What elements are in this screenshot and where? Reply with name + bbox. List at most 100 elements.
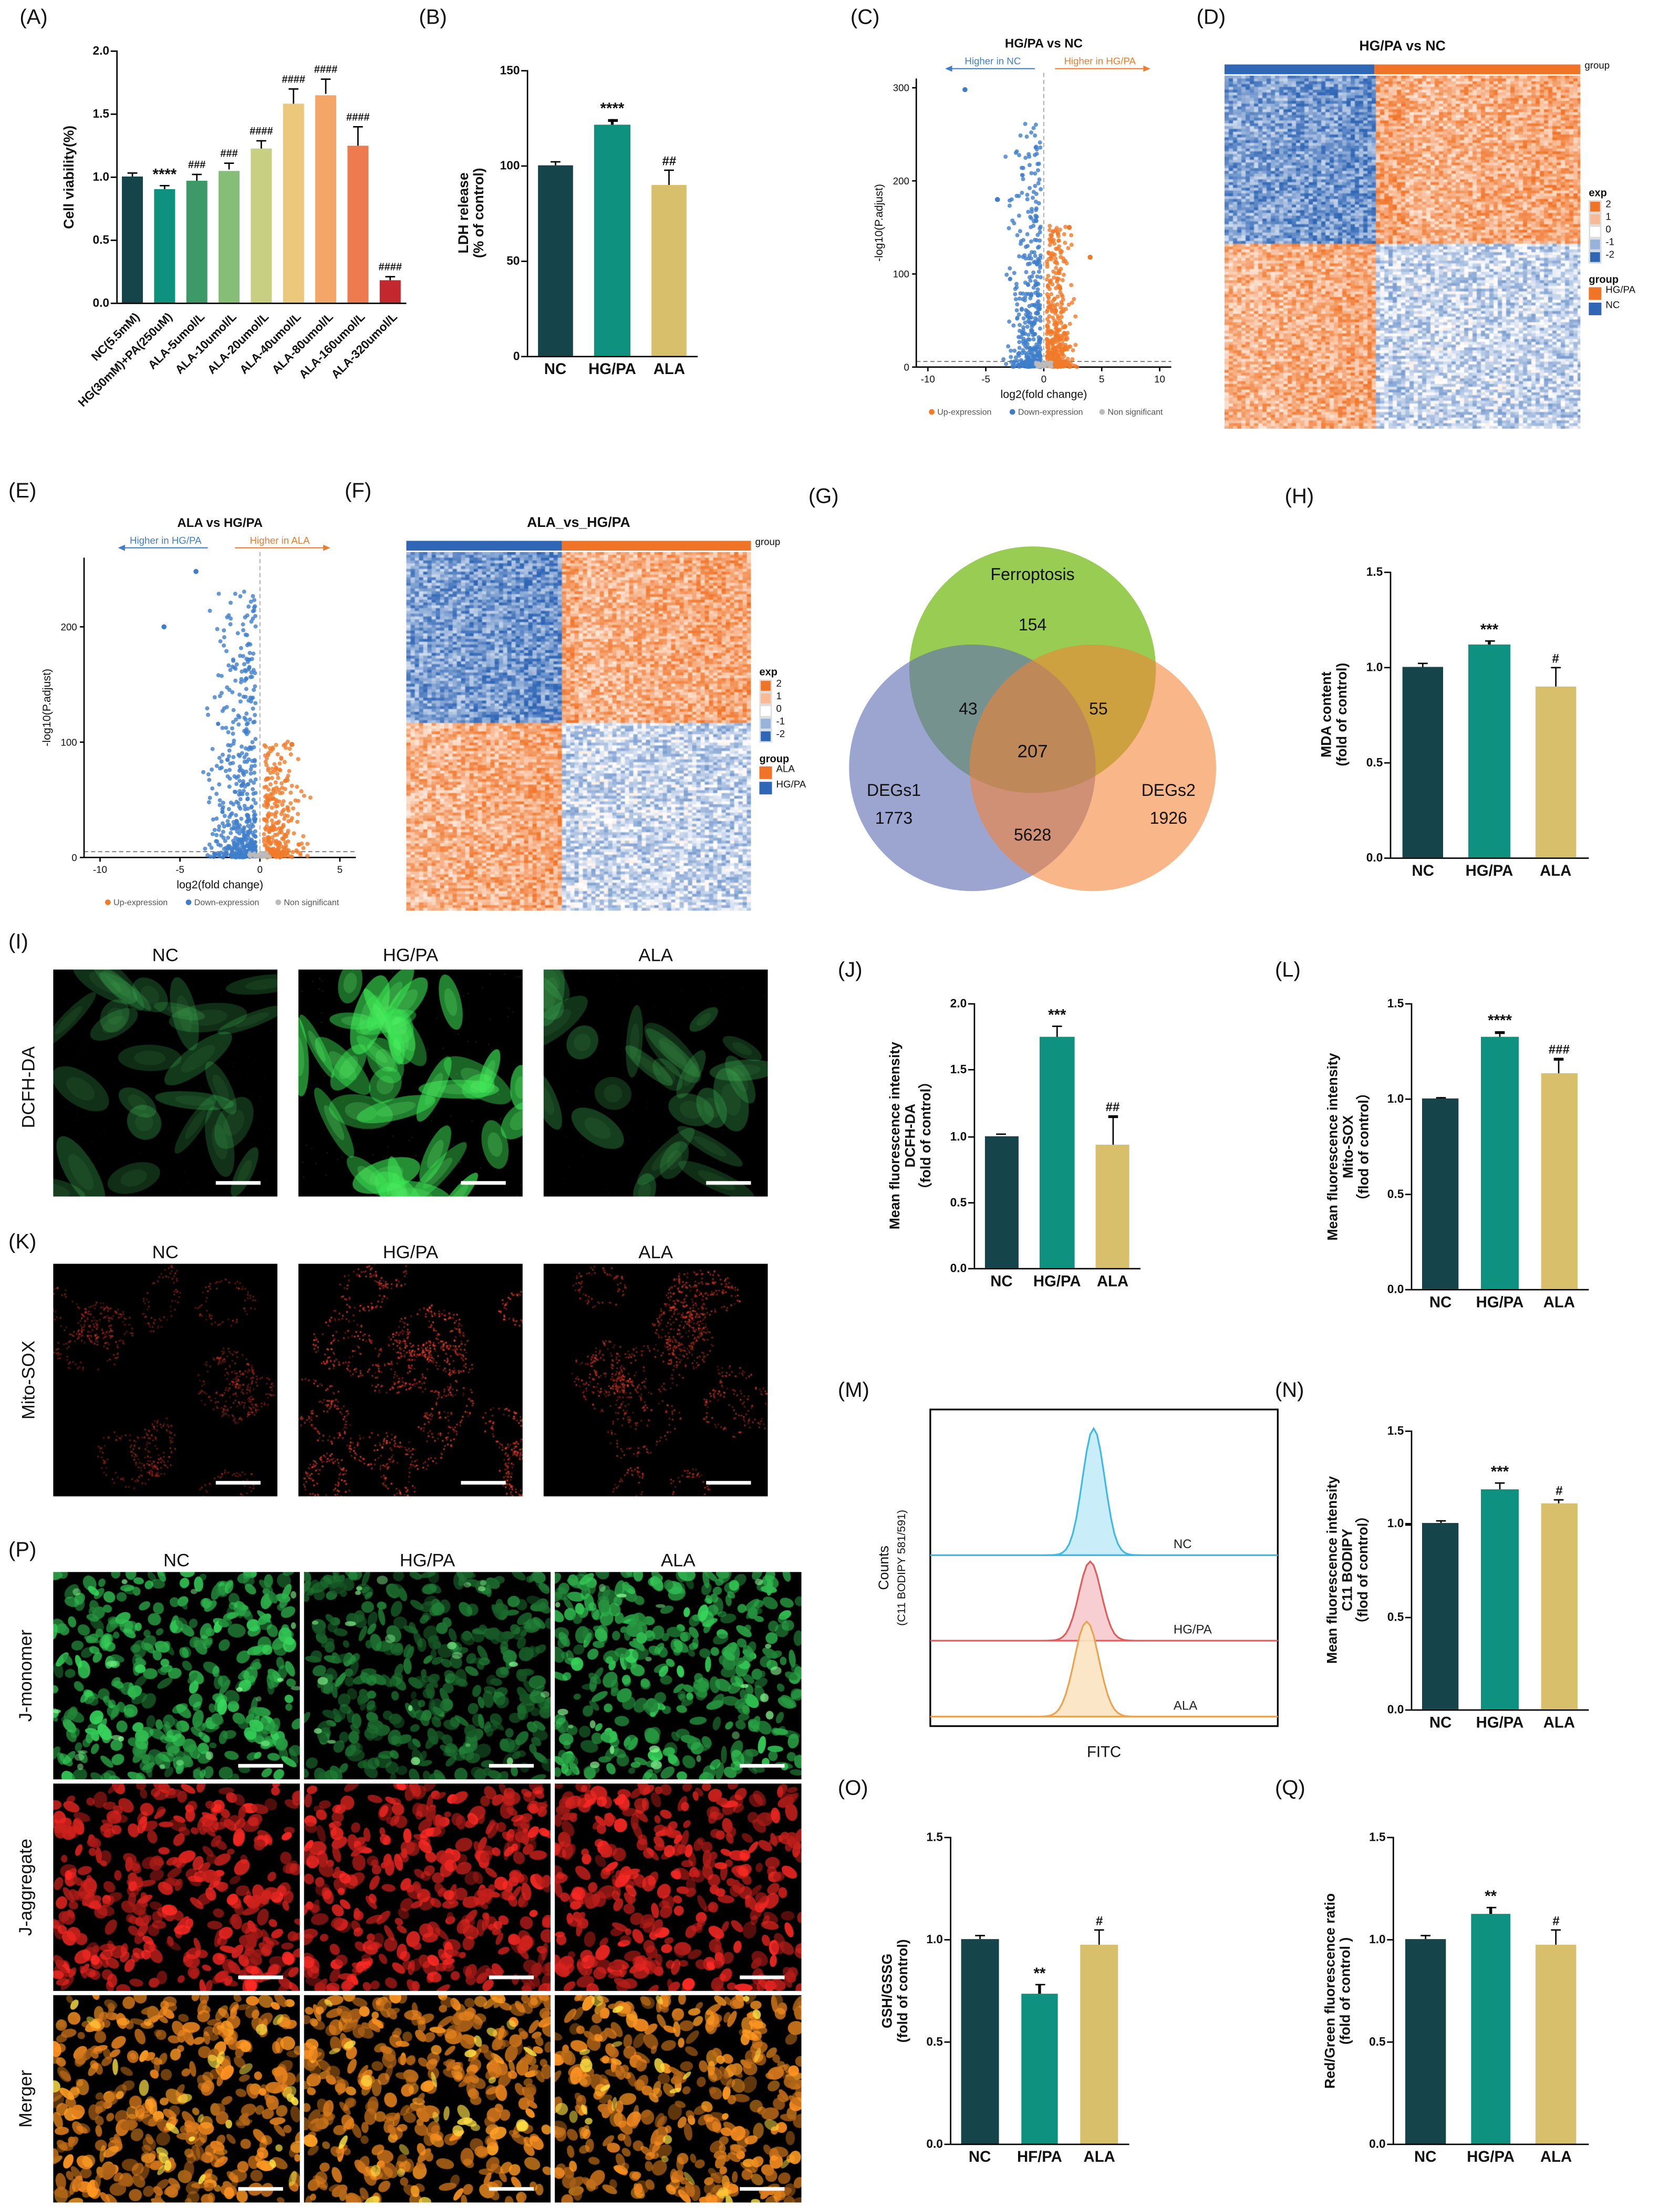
error-bar — [163, 185, 165, 190]
y-tick — [1387, 2143, 1393, 2145]
micrograph-dcfhda-nc — [53, 969, 278, 1197]
svg-text:-log10(P.adjust): -log10(P.adjust) — [873, 184, 885, 262]
legend-group-name: HG/PA — [1605, 286, 1636, 296]
svg-text:100: 100 — [893, 268, 909, 279]
bar — [1540, 1073, 1578, 1289]
micrograph-jmonomer-nc — [53, 1572, 300, 1780]
legend-exp-tick: 0 — [1605, 225, 1611, 236]
y-tick — [521, 261, 527, 263]
y-axis — [1411, 1003, 1413, 1289]
y-tick-label: 1.5 — [1366, 564, 1383, 579]
micrograph-jmonomer-ala — [555, 1572, 802, 1780]
group-annotation-right — [561, 541, 751, 551]
x-axis — [973, 1268, 1140, 1270]
micrograph-merger-ala — [555, 1995, 802, 2203]
y-tick — [944, 2041, 950, 2043]
group-annotation-label: group — [1584, 61, 1610, 72]
y-tick — [944, 2143, 950, 2145]
chart-c11-bodipy-intensity: 0.0 0.5 1.0 1.5 Mean fluorescence intensity C… — [1311, 1408, 1597, 1737]
heatmap-hgpa-vs-nc: HG/PA vs NC group exp 2 1 0 -1 -2 group HG/PA NC — [1224, 34, 1664, 437]
venn-count-ferroptosis: 154 — [1018, 615, 1047, 635]
y-tick — [1384, 667, 1390, 669]
y-tick — [1384, 572, 1390, 574]
svg-text:Higher in HG/PA: Higher in HG/PA — [1064, 56, 1136, 67]
row-label-dcfh-da: DCFH-DA — [17, 1046, 39, 1128]
significance-annotation: ### — [188, 158, 206, 171]
y-axis — [526, 70, 528, 356]
svg-text:ALA vs HG/PA: ALA vs HG/PA — [177, 516, 263, 530]
y-tick — [1384, 857, 1390, 859]
heatmap-canvas — [406, 552, 751, 911]
legend-exp-tick: -1 — [776, 717, 785, 728]
x-axis — [1392, 2143, 1589, 2145]
x-category-label: ALA — [1540, 863, 1572, 880]
significance-annotation: # — [1555, 1484, 1563, 1498]
bar — [380, 279, 400, 303]
y-tick-label: 0.5 — [926, 2034, 943, 2049]
y-tick — [110, 303, 117, 305]
row-label-merger: Merger — [15, 2070, 36, 2128]
significance-annotation: # — [1552, 1913, 1560, 1927]
x-category-label: NC — [1429, 1715, 1452, 1732]
y-tick-label: 0.5 — [1366, 755, 1383, 770]
panel-i-header-hgpa: HG/PA — [382, 944, 439, 966]
y-axis-title: Mean fluorescence intensity C11 BODIPY （fl… — [1325, 1476, 1372, 1664]
legend-group-title: group — [759, 752, 790, 765]
bar — [1081, 1945, 1118, 2144]
significance-annotation: # — [1552, 651, 1559, 666]
error-bar — [1039, 1984, 1041, 1995]
svg-text:Higher in HG/PA: Higher in HG/PA — [130, 535, 202, 546]
x-axis — [1411, 1709, 1589, 1711]
x-category-label: HG/PA — [588, 361, 636, 379]
y-tick-label: 0 — [513, 349, 520, 363]
y-tick — [944, 1939, 950, 1941]
x-category-label: NC — [1412, 863, 1434, 880]
legend-exp-swatch — [759, 704, 772, 718]
venn-circle-degs2 — [969, 644, 1216, 892]
bar — [154, 189, 175, 303]
x-category-label: HG/PA — [1465, 863, 1513, 880]
venn-set-name-degs2: DEGs2 — [1141, 780, 1196, 800]
y-axis — [1392, 1837, 1395, 2144]
row-label-j-aggregate: J-aggregate — [15, 1838, 36, 1936]
x-category-label: ALA — [1543, 1715, 1575, 1732]
legend-exp-tick: -2 — [776, 730, 785, 740]
panel-label-j: (J) — [837, 958, 863, 982]
svg-text:HG/PA: HG/PA — [1174, 1623, 1212, 1637]
panel-label-g: (G) — [808, 484, 839, 509]
error-bar-cap — [288, 88, 299, 90]
svg-text:log2(fold change): log2(fold change) — [1001, 388, 1087, 400]
y-tick-label: 1.5 — [1369, 1830, 1386, 1844]
micrograph-jmonomer-hgpa — [304, 1572, 551, 1780]
legend-exp-tick: 2 — [776, 679, 782, 690]
y-tick — [1384, 762, 1390, 764]
flow-cytometry-histogram: NC HG/PA ALA Counts (C11 BODIPY 581/591) FITC — [869, 1401, 1289, 1771]
chart-gsh-gssg: 0.0 0.5 1.0 1.5 GSH/GSSG (fold of control) NC *… — [866, 1815, 1137, 2172]
svg-text:-10: -10 — [921, 374, 935, 385]
significance-annotation: ## — [1105, 1100, 1120, 1115]
error-bar — [1554, 667, 1557, 686]
legend-exp-swatch — [759, 730, 772, 743]
x-category-label: ALA — [1540, 2149, 1572, 2166]
panel-i-header-nc: NC — [152, 944, 179, 966]
x-category-label: ALA — [653, 361, 686, 379]
significance-annotation: #### — [282, 72, 305, 86]
row-label-mito-sox: Mito-SOX — [17, 1340, 39, 1420]
heatmap-ala-vs-hgpa: ALA_vs_HG/PA group exp 2 1 0 -1 -2 group ALA HG/PA — [406, 510, 835, 919]
error-bar-cap — [192, 174, 202, 176]
svg-text:-10: -10 — [93, 864, 107, 875]
error-bar-cap — [974, 1935, 985, 1937]
error-bar — [1439, 1519, 1442, 1523]
x-axis — [526, 356, 698, 358]
error-bar-cap — [1094, 1929, 1105, 1931]
y-axis-title: Mean fluorescence intensity DCFH-DA （fold … — [888, 1041, 935, 1230]
legend-exp-swatch — [759, 679, 772, 692]
significance-annotation: **** — [600, 101, 625, 118]
chart-red-green-ratio: 0.0 0.5 1.0 1.5 Red/Green fluorescence ratio… — [1309, 1815, 1597, 2172]
error-bar — [1056, 1025, 1058, 1036]
y-tick — [968, 1069, 974, 1071]
y-tick — [968, 1268, 974, 1270]
micrograph-merger-nc — [53, 1995, 300, 2203]
group-annotation-label: group — [755, 538, 781, 548]
y-tick-label: 0.5 — [92, 232, 110, 247]
